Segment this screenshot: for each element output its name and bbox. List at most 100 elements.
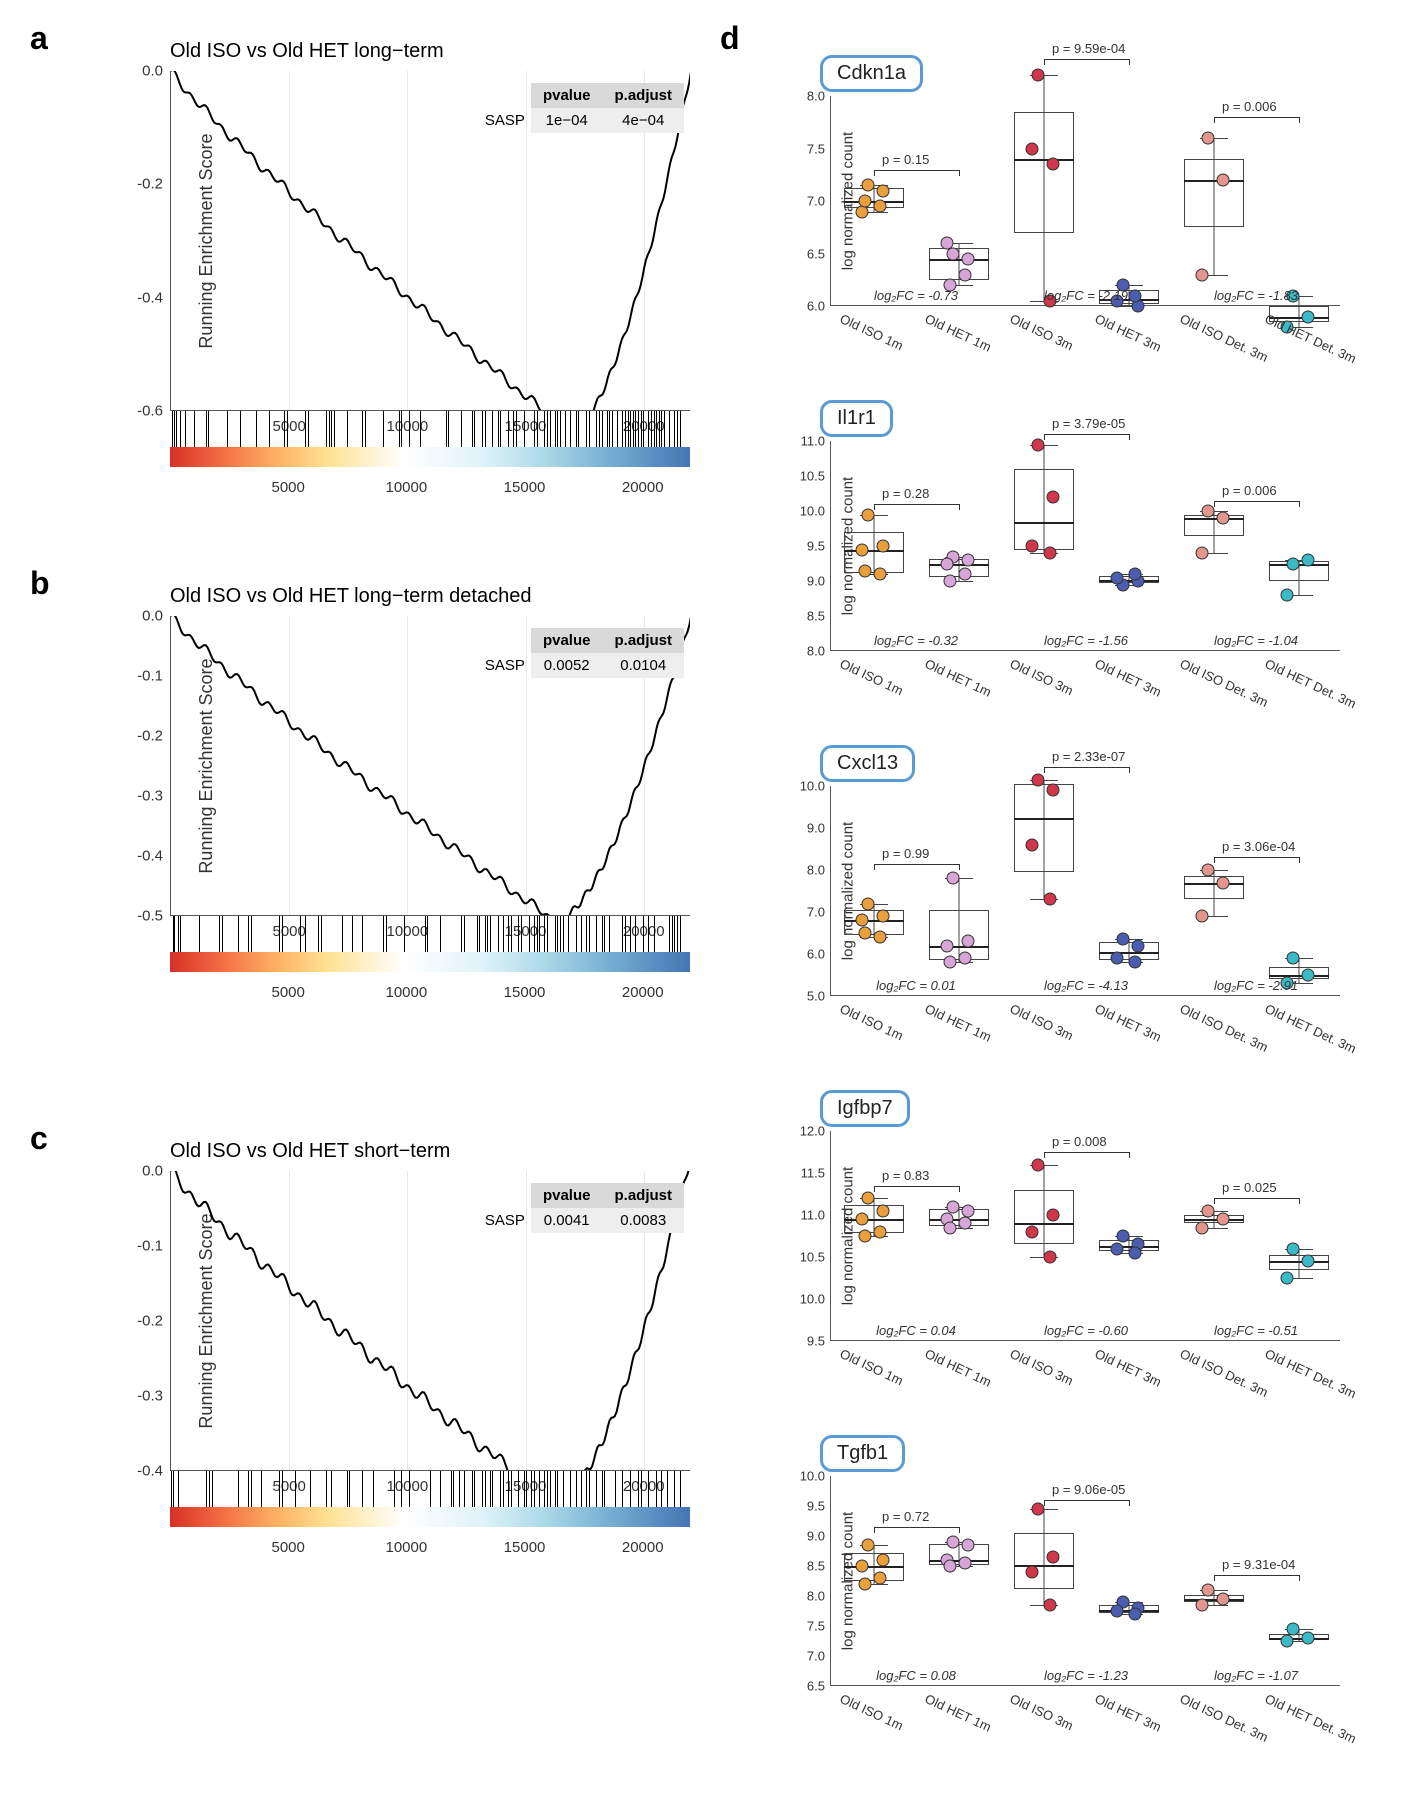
iqr-box bbox=[1184, 876, 1244, 899]
rug-tick bbox=[648, 411, 649, 447]
rug-tick bbox=[331, 1471, 332, 1507]
data-point bbox=[876, 540, 889, 553]
data-point bbox=[1043, 893, 1056, 906]
boxplot-ytick: 10.0 bbox=[800, 504, 831, 519]
median-line bbox=[1014, 159, 1074, 161]
data-point bbox=[1128, 956, 1141, 969]
data-point bbox=[1031, 69, 1044, 82]
data-point bbox=[1301, 969, 1314, 982]
gsea-ytick: -0.4 bbox=[137, 289, 171, 306]
boxplot-ytick: 8.0 bbox=[807, 863, 831, 878]
rug-tick bbox=[667, 1471, 668, 1507]
gsea-heatbar bbox=[170, 447, 690, 467]
data-point bbox=[1046, 158, 1059, 171]
data-point bbox=[1195, 547, 1208, 560]
rug-tick bbox=[284, 411, 285, 447]
rug-tick bbox=[347, 411, 348, 447]
rug-tick bbox=[451, 1471, 452, 1507]
gene-title: Cdkn1a bbox=[820, 55, 923, 92]
rug-tick bbox=[326, 411, 327, 447]
boxplot-xcat: Old HET 3m bbox=[1092, 311, 1163, 355]
data-point bbox=[1286, 952, 1299, 965]
gsea-panel-b: Old ISO vs Old HET long−term detachedRun… bbox=[110, 585, 710, 996]
boxplot-ytick: 9.5 bbox=[807, 1334, 831, 1349]
rug-tick bbox=[329, 411, 330, 447]
data-point bbox=[1286, 1623, 1299, 1636]
fold-change-label: log₂FC = 0.01 bbox=[876, 978, 956, 993]
rug-tick bbox=[172, 411, 173, 447]
gsea-stats-table: pvaluep.adjustSASP0.00410.0083 bbox=[473, 1183, 684, 1233]
fold-change-label: log₂FC = 0.04 bbox=[876, 1323, 956, 1338]
gsea-xtick-bottom: 20000 bbox=[622, 1531, 664, 1556]
rug-tick bbox=[383, 411, 384, 447]
sig-tick bbox=[1214, 857, 1215, 863]
sig-tick bbox=[959, 1186, 960, 1192]
rug-tick bbox=[524, 1471, 525, 1507]
rug-tick bbox=[672, 916, 673, 952]
rug-tick bbox=[669, 411, 670, 447]
rug-tick bbox=[334, 411, 335, 447]
sig-tick bbox=[874, 170, 875, 176]
sig-bar bbox=[1044, 767, 1129, 768]
data-point bbox=[958, 1217, 971, 1230]
rug-tick bbox=[664, 411, 665, 447]
rug-tick bbox=[362, 916, 363, 952]
median-line bbox=[929, 259, 989, 261]
data-point bbox=[943, 956, 956, 969]
data-point bbox=[876, 1204, 889, 1217]
sig-tick bbox=[1214, 1198, 1215, 1204]
rug-tick bbox=[464, 916, 465, 952]
rug-tick bbox=[565, 411, 566, 447]
data-point bbox=[873, 1572, 886, 1585]
boxplot-area: log normalized count5.06.07.08.09.010.0O… bbox=[830, 786, 1340, 996]
gsea-xtick-bottom: 15000 bbox=[504, 471, 546, 496]
data-point bbox=[1110, 571, 1123, 584]
rug-tick bbox=[305, 916, 306, 952]
data-point bbox=[1046, 1551, 1059, 1564]
fold-change-label: log₂FC = -2.19 bbox=[1044, 288, 1128, 303]
rug-tick bbox=[251, 1471, 252, 1507]
data-point bbox=[1301, 1255, 1314, 1268]
rug-tick bbox=[238, 1471, 239, 1507]
sig-label: p = 9.59e-04 bbox=[1052, 41, 1125, 56]
gene-title: Igfbp7 bbox=[820, 1090, 910, 1127]
rug-tick bbox=[174, 411, 175, 447]
sig-label: p = 9.31e-04 bbox=[1222, 1557, 1295, 1572]
sig-bar bbox=[1214, 857, 1299, 858]
iqr-box bbox=[1014, 784, 1074, 872]
rug-tick bbox=[547, 1471, 548, 1507]
rug-tick bbox=[602, 1471, 603, 1507]
boxplot-ytick: 9.5 bbox=[807, 539, 831, 554]
data-point bbox=[946, 1536, 959, 1549]
gene-panel-Igfbp7: Igfbp7log normalized count9.510.010.511.… bbox=[770, 1090, 1350, 1341]
gsea-plot-area: Running Enrichment Score0.0-0.1-0.2-0.3-… bbox=[170, 616, 690, 916]
rug-tick bbox=[628, 411, 629, 447]
data-point bbox=[1116, 1230, 1129, 1243]
data-point bbox=[1025, 838, 1038, 851]
data-point bbox=[943, 1221, 956, 1234]
data-point bbox=[1201, 505, 1214, 518]
rug-tick bbox=[404, 916, 405, 952]
gene-panel-Tgfb1: Tgfb1log normalized count6.57.07.58.08.5… bbox=[770, 1435, 1350, 1686]
data-point bbox=[958, 952, 971, 965]
gsea-ytick: 0.0 bbox=[142, 608, 171, 625]
rug-tick bbox=[472, 1471, 473, 1507]
rug-tick bbox=[656, 411, 657, 447]
panel-label-d: d bbox=[720, 20, 740, 57]
median-line bbox=[1014, 522, 1074, 524]
boxplot-ytick: 10.0 bbox=[800, 1292, 831, 1307]
panel-label-a: a bbox=[30, 20, 48, 57]
gsea-ytick: -0.3 bbox=[137, 788, 171, 805]
rug-tick bbox=[659, 411, 660, 447]
rug-tick bbox=[526, 1471, 527, 1507]
rug-tick bbox=[539, 1471, 540, 1507]
boxplot-xcat: Old HET 1m bbox=[922, 1346, 993, 1390]
data-point bbox=[876, 1554, 889, 1567]
boxplot-xcat: Old ISO 3m bbox=[1007, 656, 1075, 698]
data-point bbox=[943, 575, 956, 588]
rug-tick bbox=[524, 411, 525, 447]
rug-tick bbox=[490, 1471, 491, 1507]
rug-tick bbox=[511, 1471, 512, 1507]
gsea-ytick: -0.4 bbox=[137, 1463, 171, 1480]
data-point bbox=[1201, 864, 1214, 877]
